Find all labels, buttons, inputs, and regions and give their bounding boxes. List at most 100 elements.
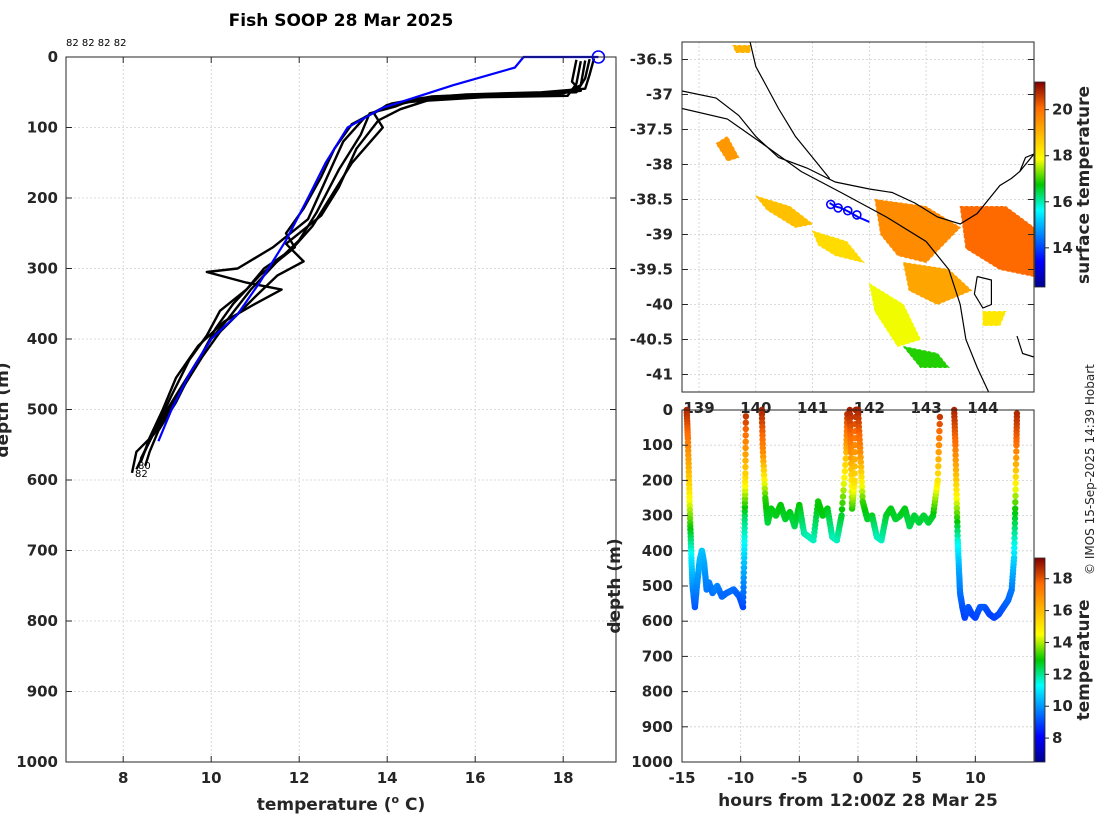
section-axes: -15 -10 -5 0 5 100100200300400500600700800900… (605, 401, 1094, 811)
section-ytick-label: 300 (642, 507, 673, 525)
dive-2-point (760, 458, 767, 465)
dive-3-point (857, 449, 864, 456)
dive-4-point (1011, 525, 1018, 532)
profile-xtick-label: 14 (377, 769, 398, 787)
dive-1-point (742, 413, 750, 420)
profile-id-bottom-2: 82 (135, 469, 148, 480)
sst-patch-east (959, 206, 1034, 278)
dive-4-point (1012, 499, 1019, 506)
section-ytick-label: 1000 (631, 753, 673, 771)
dive-2-point (841, 474, 848, 481)
section-points (683, 406, 1021, 621)
dive-4-point (1011, 539, 1018, 547)
dive-4-point (953, 481, 960, 488)
dive-3-point (935, 442, 943, 449)
dive-4-point (1011, 549, 1018, 557)
dive-3-point (851, 442, 859, 449)
profile-xlabel-sup: o (392, 793, 400, 806)
dive-4-point (953, 509, 961, 516)
section-ticks: -15 -10 -5 0 5 100100200300400500600700800900… (631, 401, 986, 787)
map-ytick-label: -40.5 (630, 331, 673, 349)
map-frame (681, 41, 1035, 393)
map-xtick-label: 143 (910, 399, 941, 417)
profile-ytick-label: 900 (27, 683, 58, 701)
dive-4-point (953, 500, 960, 507)
temperature-colorbar-ticks: 8 10 12 14 16 18 (1045, 570, 1073, 747)
profile-lines (130, 50, 606, 474)
sst-patch-east-yellow (982, 311, 1007, 326)
credit-text: © IMOS 15-Sep-2025 14:39 Hobart (1083, 364, 1097, 575)
dive-4-point (1012, 480, 1019, 487)
profile-grid (66, 56, 616, 763)
section-ytick-label: 400 (642, 542, 673, 560)
dive-1-point (742, 419, 749, 426)
profile-id-bottom-1: 80 (138, 461, 151, 472)
section-ytick-label: 500 (642, 577, 673, 595)
sst-patch-north (732, 45, 751, 53)
sst-colorbar-tick-label: 18 (1052, 147, 1073, 165)
dive-1-point (740, 559, 748, 566)
coast-mainland (682, 90, 1034, 225)
profile-ticks: 8 10 12 14 16 18 0 100 200 300 400 500 600 700 800 900 1… (16, 48, 616, 787)
temperature-colorbar-label: temperature (1074, 599, 1094, 720)
profile-ytick-label: 800 (27, 612, 58, 630)
map-ytick-label: -37 (646, 86, 673, 104)
map-ytick-label: -39 (646, 226, 673, 244)
section-ytick-label: 600 (642, 612, 673, 630)
dive-3-point (935, 449, 942, 456)
dive-4-point (952, 451, 959, 459)
dive-3-point (934, 470, 942, 477)
section-xlabel: hours from 12:00Z 28 Mar 25 (718, 791, 998, 811)
temperature-colorbar-tick-label: 8 (1052, 729, 1062, 747)
profile-xtick-label: 10 (201, 769, 222, 787)
dive-3-point (858, 478, 865, 485)
dive-3-point (851, 449, 859, 456)
dive-4-point (1012, 486, 1019, 493)
dive-3-point (936, 427, 943, 435)
coast-shelf (682, 107, 990, 392)
dive-4-point (953, 476, 960, 483)
dive-2-point (842, 461, 849, 469)
dive-4-point (1012, 461, 1020, 468)
dive-3-point (934, 477, 941, 484)
profile-ytick-label: 200 (27, 189, 58, 207)
temperature-colorbar (1034, 557, 1046, 763)
map-ytick-label: -37.5 (630, 121, 673, 139)
dive-4-point (954, 523, 961, 530)
dive-2-point (761, 476, 768, 483)
dive-2-point (839, 493, 847, 500)
sst-map-axes: 139 140 141 142 143 144-36.5-37-37.5-38-38.5-… (630, 41, 1094, 417)
dive-2-point (759, 449, 767, 456)
dive-4-point (1011, 520, 1019, 527)
dive-1-point (740, 594, 747, 601)
sst-colorbar-tick-label: 16 (1052, 193, 1073, 211)
dive-2-point (840, 487, 847, 494)
profile-xlabel: temperature (o C) (257, 793, 426, 815)
dive-1-point (742, 463, 749, 471)
map-ytick-label: -41 (646, 366, 673, 384)
sst-colorbar-label: surface temperature (1074, 86, 1094, 284)
sst-patches (715, 45, 1034, 368)
section-xtick-label: -10 (727, 769, 754, 787)
dive-3-point (857, 463, 865, 471)
dive-4-point (1011, 515, 1019, 522)
dive-3-point (851, 463, 858, 470)
coastlines (682, 42, 1034, 392)
coast-king-island (973, 275, 993, 309)
profile-ytick-label: 300 (27, 260, 58, 278)
latest-profile (157, 55, 599, 442)
dive-4-point (952, 466, 960, 473)
dive-4-point (1013, 448, 1020, 455)
profile-ytick-label: 100 (27, 119, 58, 137)
map-ytick-label: -38.5 (630, 191, 673, 209)
coast-port-phillip (1019, 153, 1034, 172)
dive-3-point (935, 456, 942, 463)
dive-1-point (742, 451, 749, 458)
temperature-colorbar-tick-label: 18 (1052, 570, 1073, 588)
dive-2-point (841, 468, 849, 475)
dive-4-point (1012, 467, 1020, 474)
profile-xlabel-text: temperature ( (257, 795, 392, 815)
dive-4-point (952, 461, 960, 469)
dive-3-point (935, 463, 942, 470)
profile-xtick-label: 8 (118, 769, 128, 787)
